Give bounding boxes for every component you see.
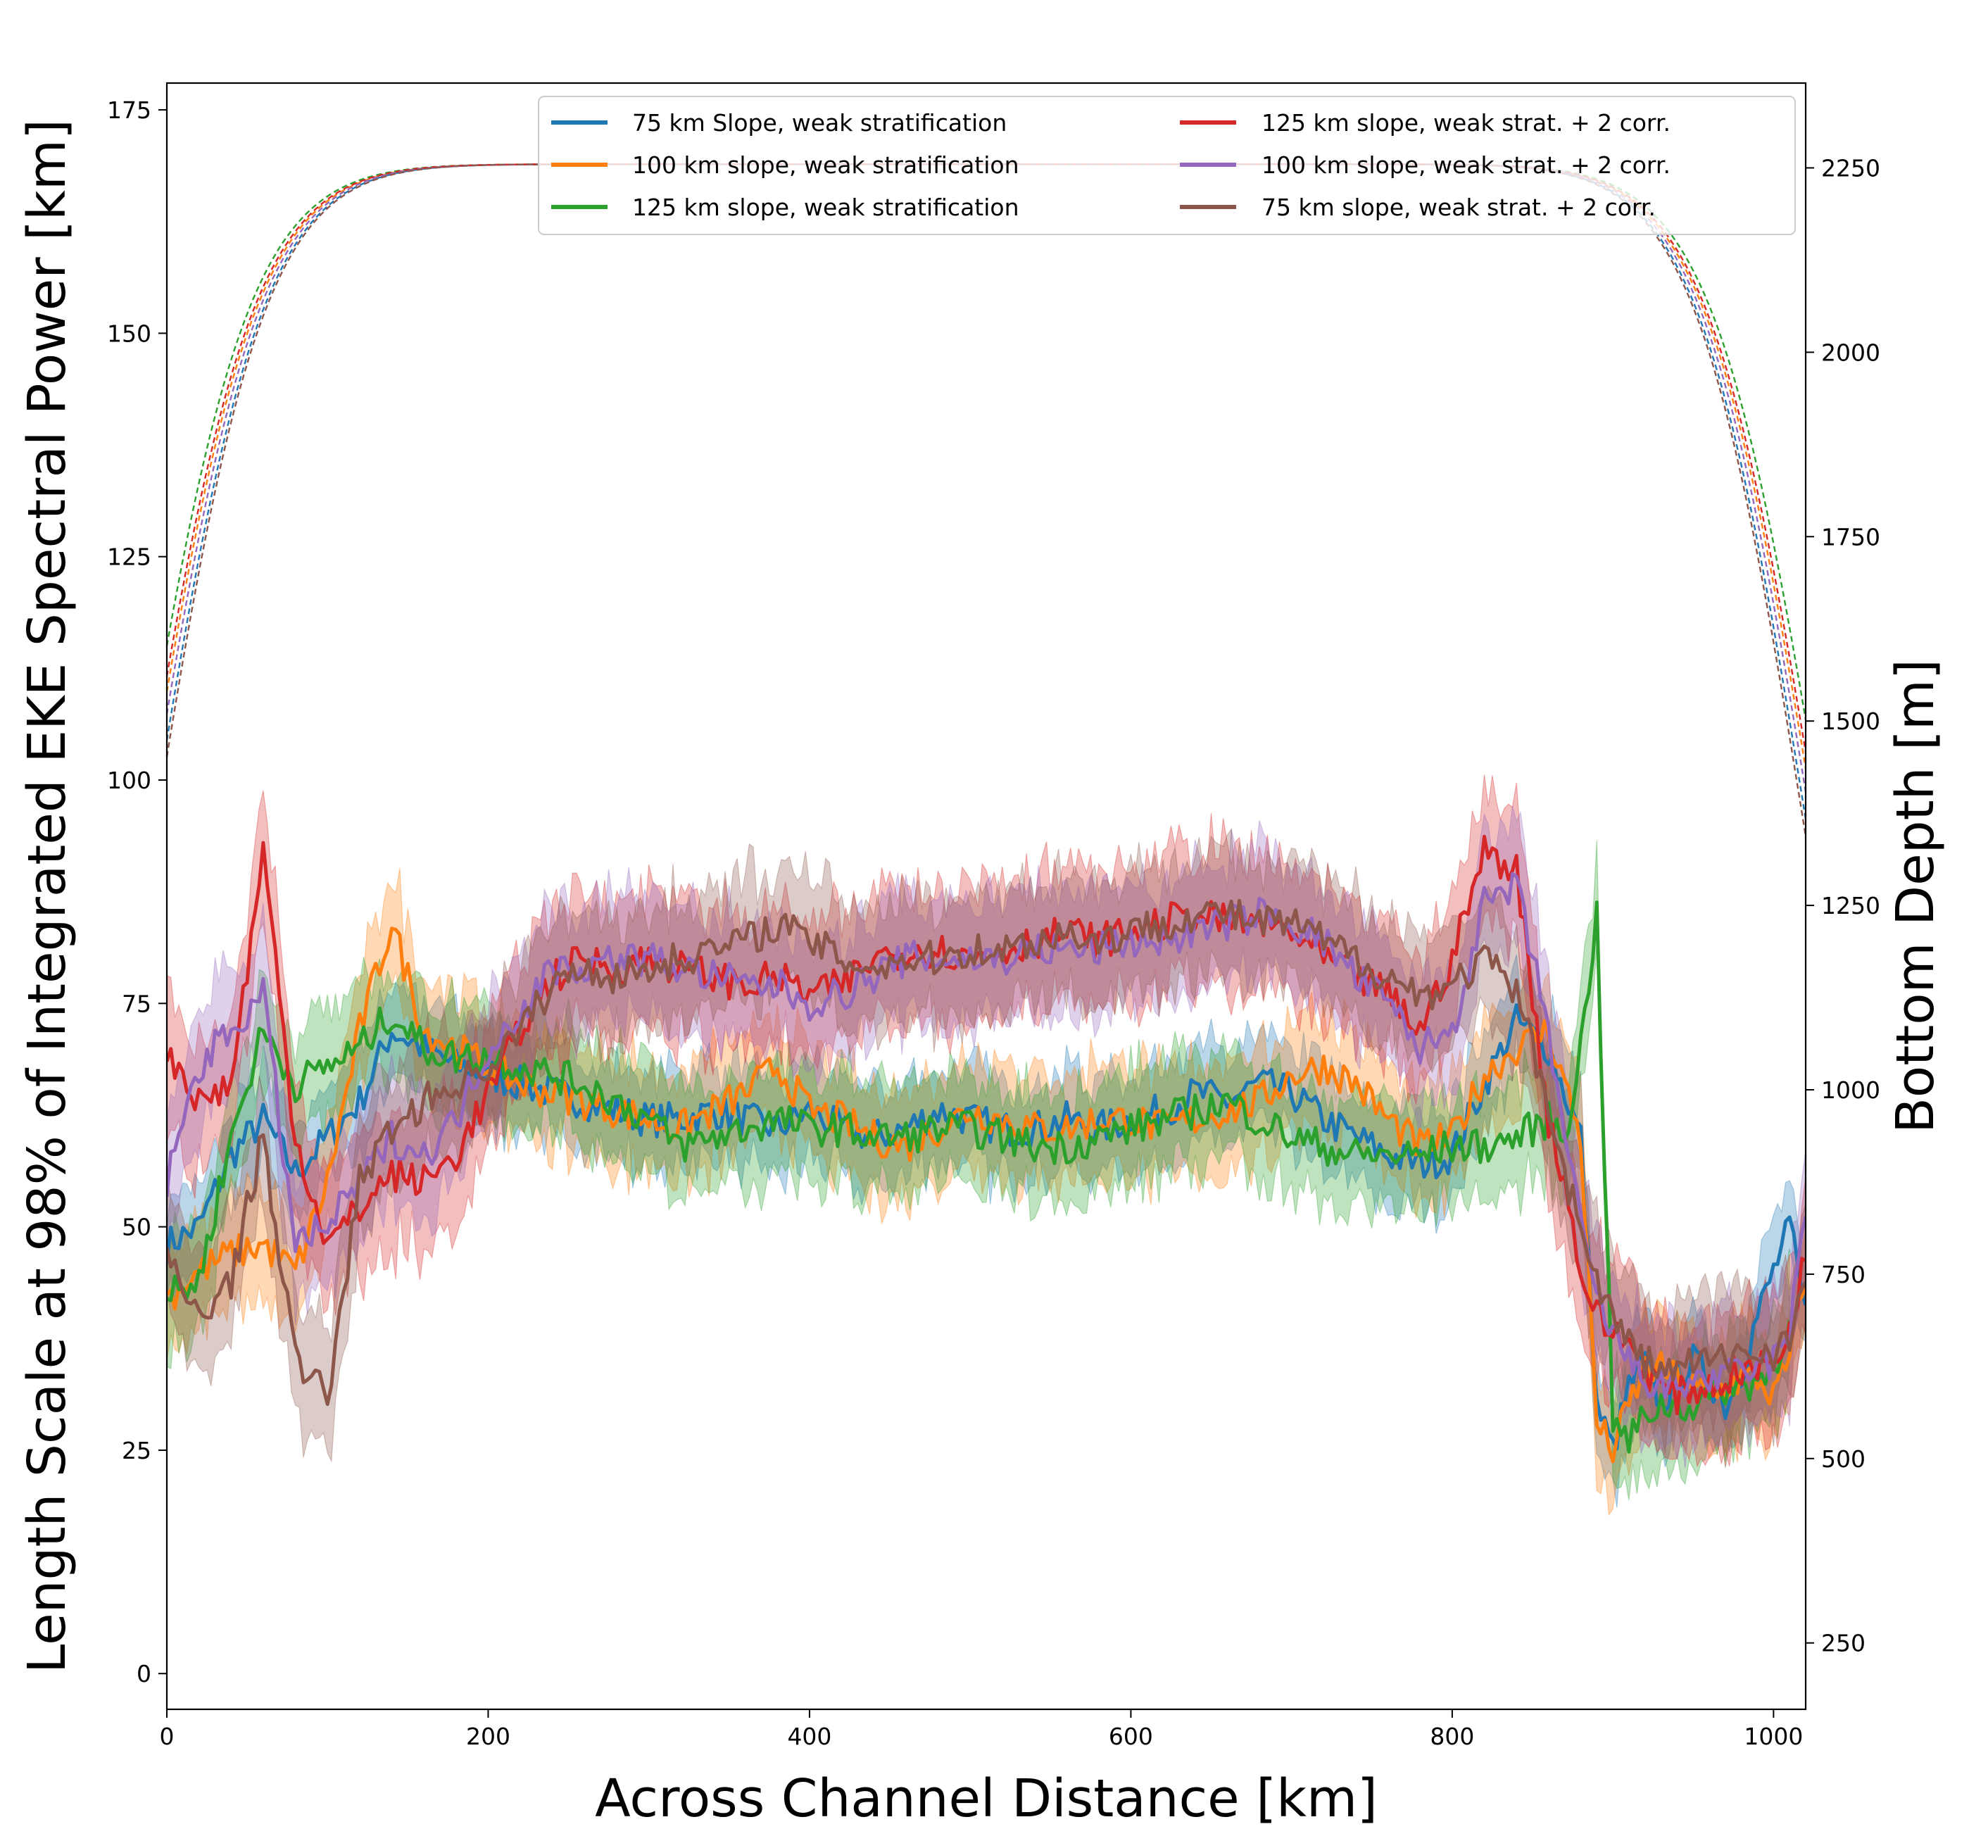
x-tick-label: 400: [787, 1723, 831, 1750]
right-y-tick-label: 2250: [1821, 154, 1880, 182]
legend-entry: 75 km Slope, weak stratification: [551, 109, 1007, 137]
legend-box: [538, 96, 1796, 235]
right-y-tick-label: 1750: [1821, 523, 1880, 551]
y-tick-label: 125: [107, 543, 151, 571]
right-y-tick-label: 500: [1821, 1445, 1866, 1473]
y-tick-label: 175: [107, 96, 151, 124]
x-tick-label: 600: [1109, 1723, 1153, 1750]
series-lines: [167, 834, 1806, 1464]
series-line: [167, 900, 1792, 1454]
y-tick-label: 0: [137, 1660, 151, 1687]
y-tick-label: 50: [122, 1214, 151, 1241]
legend-entry: 100 km slope, weak stratification: [551, 151, 1019, 179]
legend: 75 km Slope, weak stratification 100 km …: [538, 96, 1796, 235]
legend-entry: 100 km slope, weak strat. + 2 corr.: [1180, 151, 1671, 179]
legend-label: 100 km slope, weak stratification: [632, 151, 1019, 179]
legend-entry: 75 km slope, weak strat. + 2 corr.: [1180, 194, 1656, 221]
legend-label: 125 km slope, weak strat. + 2 corr.: [1262, 109, 1671, 137]
right-y-tick-label: 250: [1821, 1630, 1866, 1657]
legend-label: 100 km slope, weak strat. + 2 corr.: [1262, 151, 1671, 179]
right-y-tick-label: 750: [1821, 1261, 1866, 1288]
legend-entry: 125 km slope, weak stratification: [551, 194, 1019, 221]
right-y-axis-title: Bottom Depth [m]: [1885, 659, 1946, 1133]
right-y-tick-label: 2000: [1821, 339, 1880, 366]
legend-label: 75 km slope, weak strat. + 2 corr.: [1262, 194, 1656, 221]
y-tick-label: 150: [107, 320, 151, 347]
x-tick-label: 800: [1430, 1723, 1474, 1750]
right-y-tick-label: 1250: [1821, 892, 1880, 919]
legend-label: 125 km slope, weak stratification: [632, 194, 1019, 221]
series-line: [167, 872, 1806, 1400]
legend-entry: 125 km slope, weak strat. + 2 corr.: [1180, 109, 1671, 137]
x-tick-label: 200: [466, 1723, 510, 1750]
y-axis-ticks: 0 25 50 75 100 125 150 175: [107, 96, 167, 1687]
legend-label: 75 km Slope, weak stratification: [632, 109, 1007, 137]
series-line: [167, 898, 1806, 1407]
right-y-axis-ticks: 250 500 750 1000 1250 1500 1750 2000 2250: [1806, 154, 1880, 1657]
y-tick-label: 100: [107, 767, 151, 794]
series-band: [167, 828, 1806, 1463]
x-tick-label: 1000: [1744, 1723, 1803, 1750]
y-tick-label: 75: [122, 990, 151, 1017]
right-y-tick-label: 1000: [1821, 1076, 1880, 1104]
x-tick-label: 0: [160, 1723, 175, 1750]
axes-frame: [165, 82, 1807, 1711]
y-axis-title: Length Scale at 98% of Integrated EKE Sp…: [17, 119, 77, 1673]
right-y-tick-label: 1500: [1821, 708, 1880, 735]
y-tick-label: 25: [122, 1437, 151, 1464]
series-band: [167, 867, 1806, 1516]
series-band: [167, 805, 1806, 1469]
x-axis-title: Across Channel Distance [km]: [595, 1768, 1378, 1829]
x-axis-ticks: 0 200 400 600 800 1000: [160, 1709, 1803, 1750]
